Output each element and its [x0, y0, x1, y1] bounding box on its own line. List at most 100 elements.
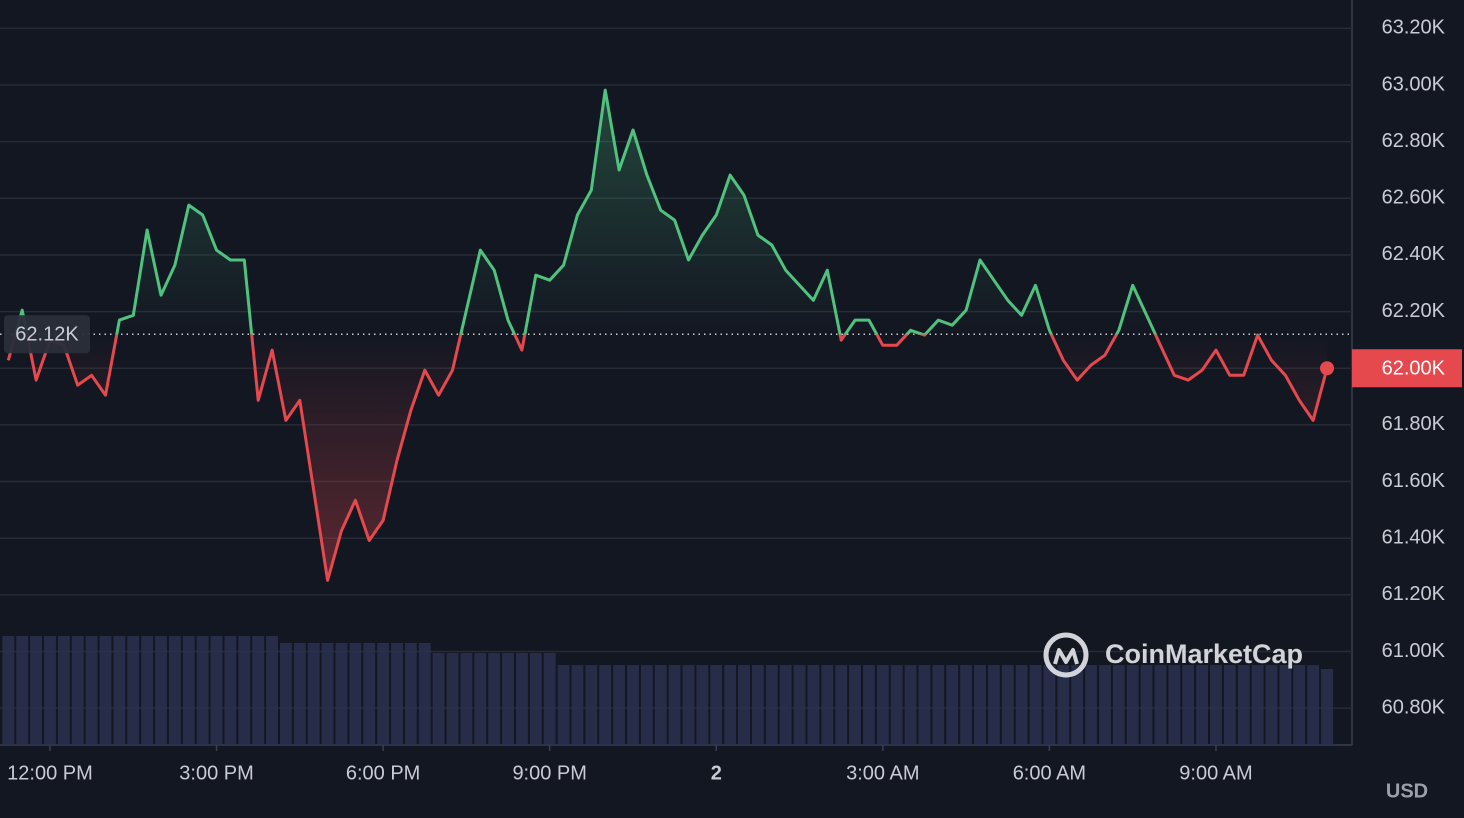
volume-bar: [765, 665, 778, 745]
volume-bar: [585, 665, 598, 745]
volume-bar: [1126, 665, 1139, 745]
volume-bar: [627, 665, 639, 745]
y-tick-label: 62.60K: [1382, 187, 1446, 209]
y-tick-label: 61.20K: [1382, 583, 1446, 605]
volume-bar: [71, 636, 84, 745]
volume-bar: [141, 636, 154, 745]
volume-bar: [682, 665, 695, 745]
volume-bar: [779, 665, 792, 745]
volume-bar: [44, 636, 56, 745]
volume-bar: [1307, 665, 1320, 745]
volume-bar: [16, 636, 29, 745]
volume-bar: [571, 665, 584, 745]
volume-bar: [1154, 665, 1167, 745]
x-tick-label: 6:00 PM: [346, 762, 420, 784]
y-tick-label: 61.00K: [1382, 640, 1446, 662]
volume-bar: [1196, 665, 1209, 745]
volume-bar: [835, 665, 848, 745]
volume-bar: [280, 643, 292, 745]
volume-bar: [696, 665, 709, 745]
volume-bar: [1293, 665, 1306, 745]
volume-bar: [738, 665, 750, 745]
volume-bar: [668, 665, 681, 745]
volume-bar: [1168, 665, 1181, 745]
volume-bar: [1265, 665, 1278, 745]
volume-bar: [432, 653, 445, 745]
volume-bar: [807, 665, 820, 745]
volume-bar: [724, 665, 737, 745]
volume-bar: [1029, 665, 1042, 745]
volume-bar: [1112, 665, 1125, 745]
watermark-text: CoinMarketCap: [1105, 639, 1303, 669]
volume-bar: [890, 665, 903, 745]
volume-bar: [1001, 665, 1014, 745]
volume-bar: [710, 665, 723, 745]
watermark: CoinMarketCap: [1043, 632, 1303, 678]
volume-bar: [987, 665, 1000, 745]
volume-bar: [113, 636, 126, 745]
volume-bar: [918, 665, 931, 745]
volume-bar: [849, 665, 862, 745]
currency-label: USD: [1386, 780, 1428, 802]
volume-bar: [1279, 665, 1292, 745]
y-tick-label: 62.20K: [1382, 300, 1446, 322]
volume-bar: [377, 643, 390, 745]
volume-bar: [85, 636, 98, 745]
volume-bar: [224, 636, 237, 745]
volume-bar: [349, 643, 362, 745]
volume-bar: [1223, 665, 1236, 745]
volume-bar: [1071, 665, 1084, 745]
volume-bar: [196, 636, 209, 745]
volume-bar: [599, 665, 612, 745]
last-price-box: [1352, 349, 1462, 388]
volume-bar: [99, 636, 112, 745]
volume-bar: [488, 653, 501, 745]
x-tick-label: 9:00 PM: [512, 762, 586, 784]
volume-bar: [1251, 665, 1264, 745]
y-tick-label: 61.60K: [1382, 470, 1446, 492]
volume-bar: [404, 643, 417, 745]
x-tick-label: 12:00 PM: [7, 762, 93, 784]
volume-bar: [1237, 665, 1250, 745]
volume-bar: [904, 665, 917, 745]
volume-bar: [474, 653, 487, 745]
volume-bar: [515, 653, 528, 745]
x-tick-label: 2: [711, 762, 722, 784]
volume-bar: [529, 653, 542, 745]
volume-bar: [238, 636, 251, 745]
volume-bar: [127, 636, 140, 745]
y-tick-label: 62.80K: [1382, 130, 1446, 152]
volume-bar: [293, 643, 306, 745]
volume-bar: [974, 665, 986, 745]
volume-bar: [960, 665, 973, 745]
volume-bar: [946, 665, 959, 745]
volume-bar: [1098, 665, 1111, 745]
price-area: [8, 90, 1327, 581]
base-label-box: [4, 315, 90, 354]
volume-bar: [252, 636, 265, 745]
y-tick-label: 63.20K: [1382, 17, 1446, 39]
volume-bar: [863, 665, 875, 745]
x-tick-label: 3:00 PM: [179, 762, 253, 784]
volume-bar: [1057, 665, 1070, 745]
price-line: [6, 88, 1329, 582]
volume-bar: [418, 643, 431, 745]
last-point: [1320, 361, 1335, 376]
volume-bar: [502, 653, 514, 745]
volume-bar: [1140, 665, 1153, 745]
volume-bar: [57, 636, 70, 745]
last-price-label: 62.00K: [1382, 358, 1446, 380]
volume-bar: [182, 636, 195, 745]
x-tick-label: 6:00 AM: [1013, 762, 1086, 784]
volume-bar: [932, 665, 945, 745]
volume-bar: [210, 636, 223, 745]
volume-bar: [876, 665, 889, 745]
y-tick-label: 61.40K: [1382, 526, 1446, 548]
y-tick-label: 60.80K: [1382, 696, 1446, 718]
volume-bar: [1085, 665, 1097, 745]
volume-bar: [821, 665, 834, 745]
volume-bar: [640, 665, 653, 745]
volume-bar: [363, 643, 376, 745]
base-label: 62.12K: [15, 324, 79, 346]
